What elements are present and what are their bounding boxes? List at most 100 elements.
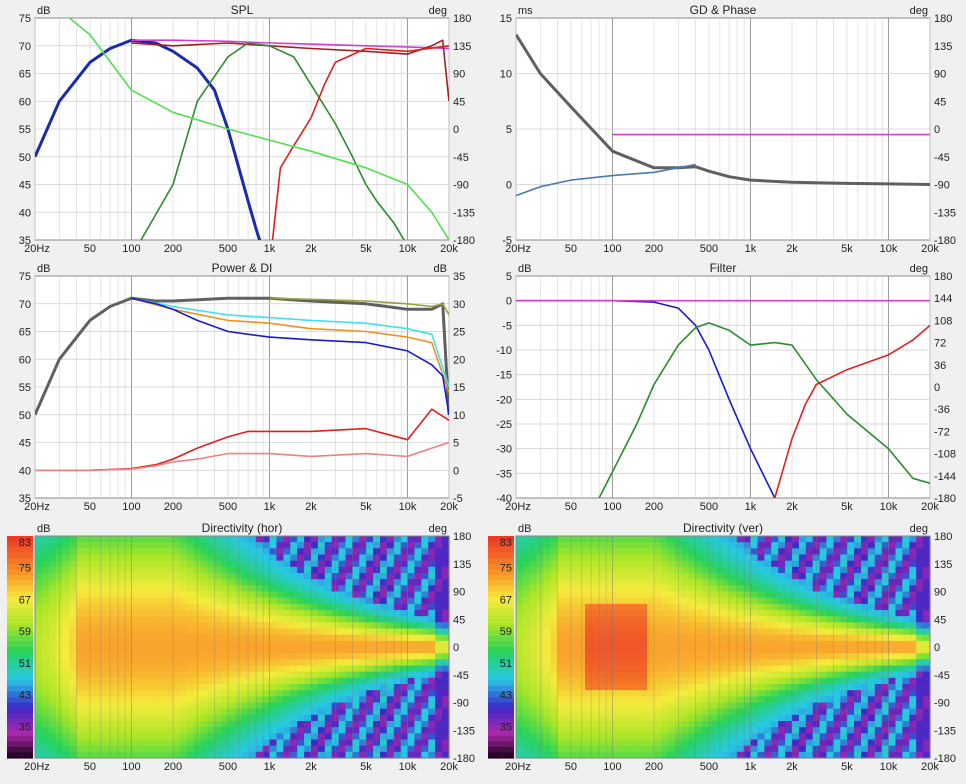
heatmap-cell: [723, 665, 731, 673]
heatmap-cell: [269, 622, 278, 630]
heatmap-cell: [861, 745, 869, 753]
heatmap-cell: [352, 579, 360, 586]
heatmap-cell: [317, 721, 326, 728]
heatmap-cell: [598, 671, 607, 679]
heatmap-cell: [902, 622, 910, 630]
heatmap-cell: [543, 560, 552, 568]
heatmap-cell: [909, 597, 917, 605]
heatmap-cell: [778, 677, 786, 685]
heatmap-cell: [750, 659, 759, 667]
heatmap-cell: [159, 653, 167, 660]
heatmap-cell: [854, 542, 862, 549]
heatmap-cell: [235, 690, 243, 697]
heatmap-cell: [674, 708, 683, 716]
heatmap-cell: [729, 610, 738, 617]
heatmap-cell: [414, 603, 422, 611]
heatmap-cell: [380, 554, 388, 562]
heatmap-cell: [840, 548, 848, 556]
heatmap-cell: [235, 573, 243, 580]
heatmap-cell: [605, 751, 614, 759]
heatmap-cell: [516, 690, 524, 697]
heatmap-cell: [909, 751, 917, 759]
heatmap-cell: [647, 536, 655, 543]
heatmap-cell: [324, 727, 333, 734]
heatmap-cell: [585, 548, 593, 556]
heatmap-cell: [435, 560, 443, 568]
heatmap-cell: [242, 634, 250, 642]
heatmap-cell: [414, 573, 422, 580]
heatmap-cell: [131, 603, 140, 611]
heatmap-cell: [667, 647, 676, 654]
heatmap-cell: [311, 566, 319, 574]
heatmap-cell: [193, 677, 202, 685]
heatmap-cell: [888, 708, 897, 716]
heatmap-cell: [145, 721, 153, 728]
heatmap-cell: [578, 647, 586, 654]
heatmap-cell: [442, 727, 450, 734]
heatmap-cell: [359, 714, 367, 722]
heatmap-cell: [435, 708, 443, 716]
heatmap-cell: [304, 647, 312, 654]
heatmap-cell: [193, 610, 202, 617]
heatmap-cell: [660, 671, 669, 679]
heatmap-cell: [571, 684, 579, 691]
heatmap-cell: [159, 751, 167, 759]
heatmap-cell: [207, 622, 215, 630]
heatmap-cell: [41, 677, 50, 685]
heatmap-cell: [421, 591, 429, 599]
heatmap-cell: [543, 573, 552, 580]
heatmap-cell: [647, 665, 655, 673]
heatmap-cell: [338, 610, 347, 617]
heatmap-cell: [262, 721, 271, 728]
heatmap-cell: [778, 554, 786, 562]
heatmap-cell: [166, 671, 174, 679]
heatmap-cell: [743, 745, 752, 753]
heatmap-cell: [138, 714, 146, 722]
heatmap-cell: [591, 665, 600, 673]
heatmap-cell: [729, 696, 738, 704]
heatmap-cell: [716, 573, 724, 580]
heatmap-cell: [874, 677, 883, 685]
heatmap-cell: [750, 573, 759, 580]
y2-tick-label: 0: [934, 382, 940, 394]
color-scale-step: [488, 602, 514, 609]
heatmap-cell: [317, 554, 326, 562]
heatmap-cell: [352, 640, 360, 648]
heatmap-cell: [881, 585, 890, 593]
heatmap-cell: [895, 745, 903, 753]
heatmap-cell: [702, 560, 710, 568]
heatmap-cell: [660, 665, 669, 673]
heatmap-cell: [654, 751, 662, 759]
heatmap-cell: [248, 566, 257, 574]
heatmap-cell: [702, 702, 710, 710]
heatmap-cell: [881, 659, 890, 667]
heatmap-cell: [83, 616, 91, 623]
x-tick-label: 50: [84, 761, 96, 773]
heatmap-cell: [805, 708, 814, 716]
heatmap-cell: [619, 603, 627, 611]
heatmap-cell: [695, 665, 703, 673]
heatmap-cell: [626, 573, 634, 580]
x-tick-label: 50: [84, 501, 96, 513]
heatmap-cell: [785, 684, 793, 691]
heatmap-cell: [110, 684, 119, 691]
heatmap-cell: [235, 659, 243, 667]
heatmap-cell: [331, 622, 340, 630]
heatmap-cell: [338, 665, 347, 673]
heatmap-cell: [633, 721, 641, 728]
heatmap-cell: [276, 745, 284, 753]
heatmap-cell: [338, 671, 347, 679]
heatmap-cell: [414, 616, 422, 623]
heatmap-cell: [729, 721, 738, 728]
heatmap-cell: [819, 597, 828, 605]
heatmap-cell: [159, 616, 167, 623]
series-line-orange: [131, 297, 449, 393]
heatmap-cell: [536, 566, 545, 574]
x-tick-label: 500: [219, 243, 237, 255]
heatmap-cell: [619, 566, 627, 574]
heatmap-cell: [619, 733, 627, 741]
heatmap-cell: [764, 585, 772, 593]
heatmap-cell: [152, 690, 160, 697]
heatmap-cell: [543, 733, 552, 741]
heatmap-cell: [393, 634, 402, 642]
